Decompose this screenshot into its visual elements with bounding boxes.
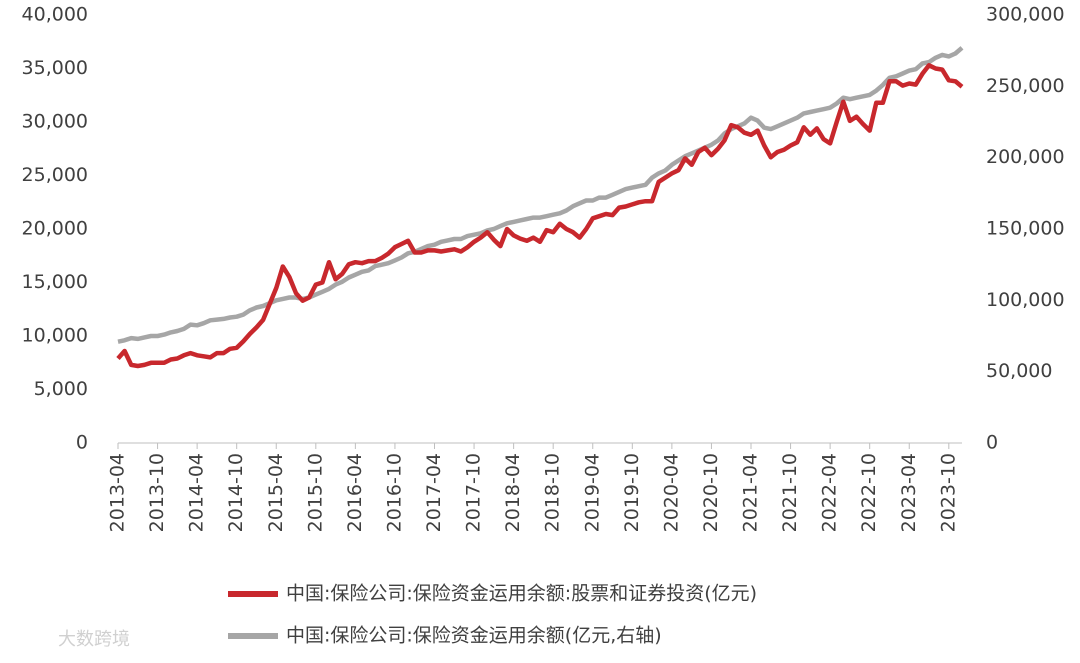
x-tick-label: 2023-04 (898, 453, 920, 532)
series-line (117, 46, 964, 344)
x-tick-label: 2015-04 (265, 453, 287, 532)
y2-tick-label: 250,000 (986, 75, 1065, 97)
x-tick-label: 2016-10 (383, 453, 405, 532)
y-tick-label: 35,000 (22, 57, 88, 79)
y-tick-label: 40,000 (22, 4, 88, 26)
x-tick-label: 2014-04 (186, 453, 208, 532)
y-tick-label: 10,000 (22, 325, 88, 347)
x-tick-label: 2020-10 (700, 453, 722, 532)
x-tick-label: 2021-10 (779, 453, 801, 532)
x-tick-label: 2013-04 (107, 453, 129, 532)
series-line (116, 63, 964, 369)
x-tick-label: 2017-10 (463, 453, 485, 532)
x-tick-label: 2023-10 (937, 453, 959, 532)
x-tick-label: 2018-10 (542, 453, 564, 532)
y-tick-label: 30,000 (22, 111, 88, 133)
y2-tick-label: 200,000 (986, 146, 1065, 168)
x-tick-label: 2014-10 (225, 453, 247, 532)
x-tick-label: 2013-10 (146, 453, 168, 532)
legend-label: 中国:保险公司:保险资金运用余额(亿元,右轴) (286, 625, 662, 647)
y2-tick-label: 150,000 (986, 218, 1065, 240)
x-tick-label: 2015-10 (304, 453, 326, 532)
y2-tick-label: 0 (986, 432, 998, 454)
y-tick-label: 0 (76, 432, 88, 454)
x-tick-label: 2018-04 (502, 453, 524, 532)
x-tick-label: 2022-04 (819, 453, 841, 532)
watermark: 大数跨境 (58, 629, 130, 650)
y-tick-label: 20,000 (22, 218, 88, 240)
y2-tick-label: 100,000 (986, 289, 1065, 311)
x-tick-label: 2020-04 (660, 453, 682, 532)
legend-label: 中国:保险公司:保险资金运用余额:股票和证券投资(亿元) (286, 583, 757, 605)
x-tick-label: 2016-04 (344, 453, 366, 532)
x-tick-label: 2021-04 (740, 453, 762, 532)
x-tick-label: 2019-04 (581, 453, 603, 532)
x-tick-label: 2019-10 (621, 453, 643, 532)
y2-tick-label: 50,000 (986, 360, 1052, 382)
y-tick-label: 25,000 (22, 164, 88, 186)
y-tick-label: 15,000 (22, 271, 88, 293)
x-tick-label: 2017-04 (423, 453, 445, 532)
x-tick-label: 2022-10 (858, 453, 880, 532)
y-tick-label: 5,000 (34, 378, 88, 400)
y2-tick-label: 300,000 (986, 4, 1065, 26)
